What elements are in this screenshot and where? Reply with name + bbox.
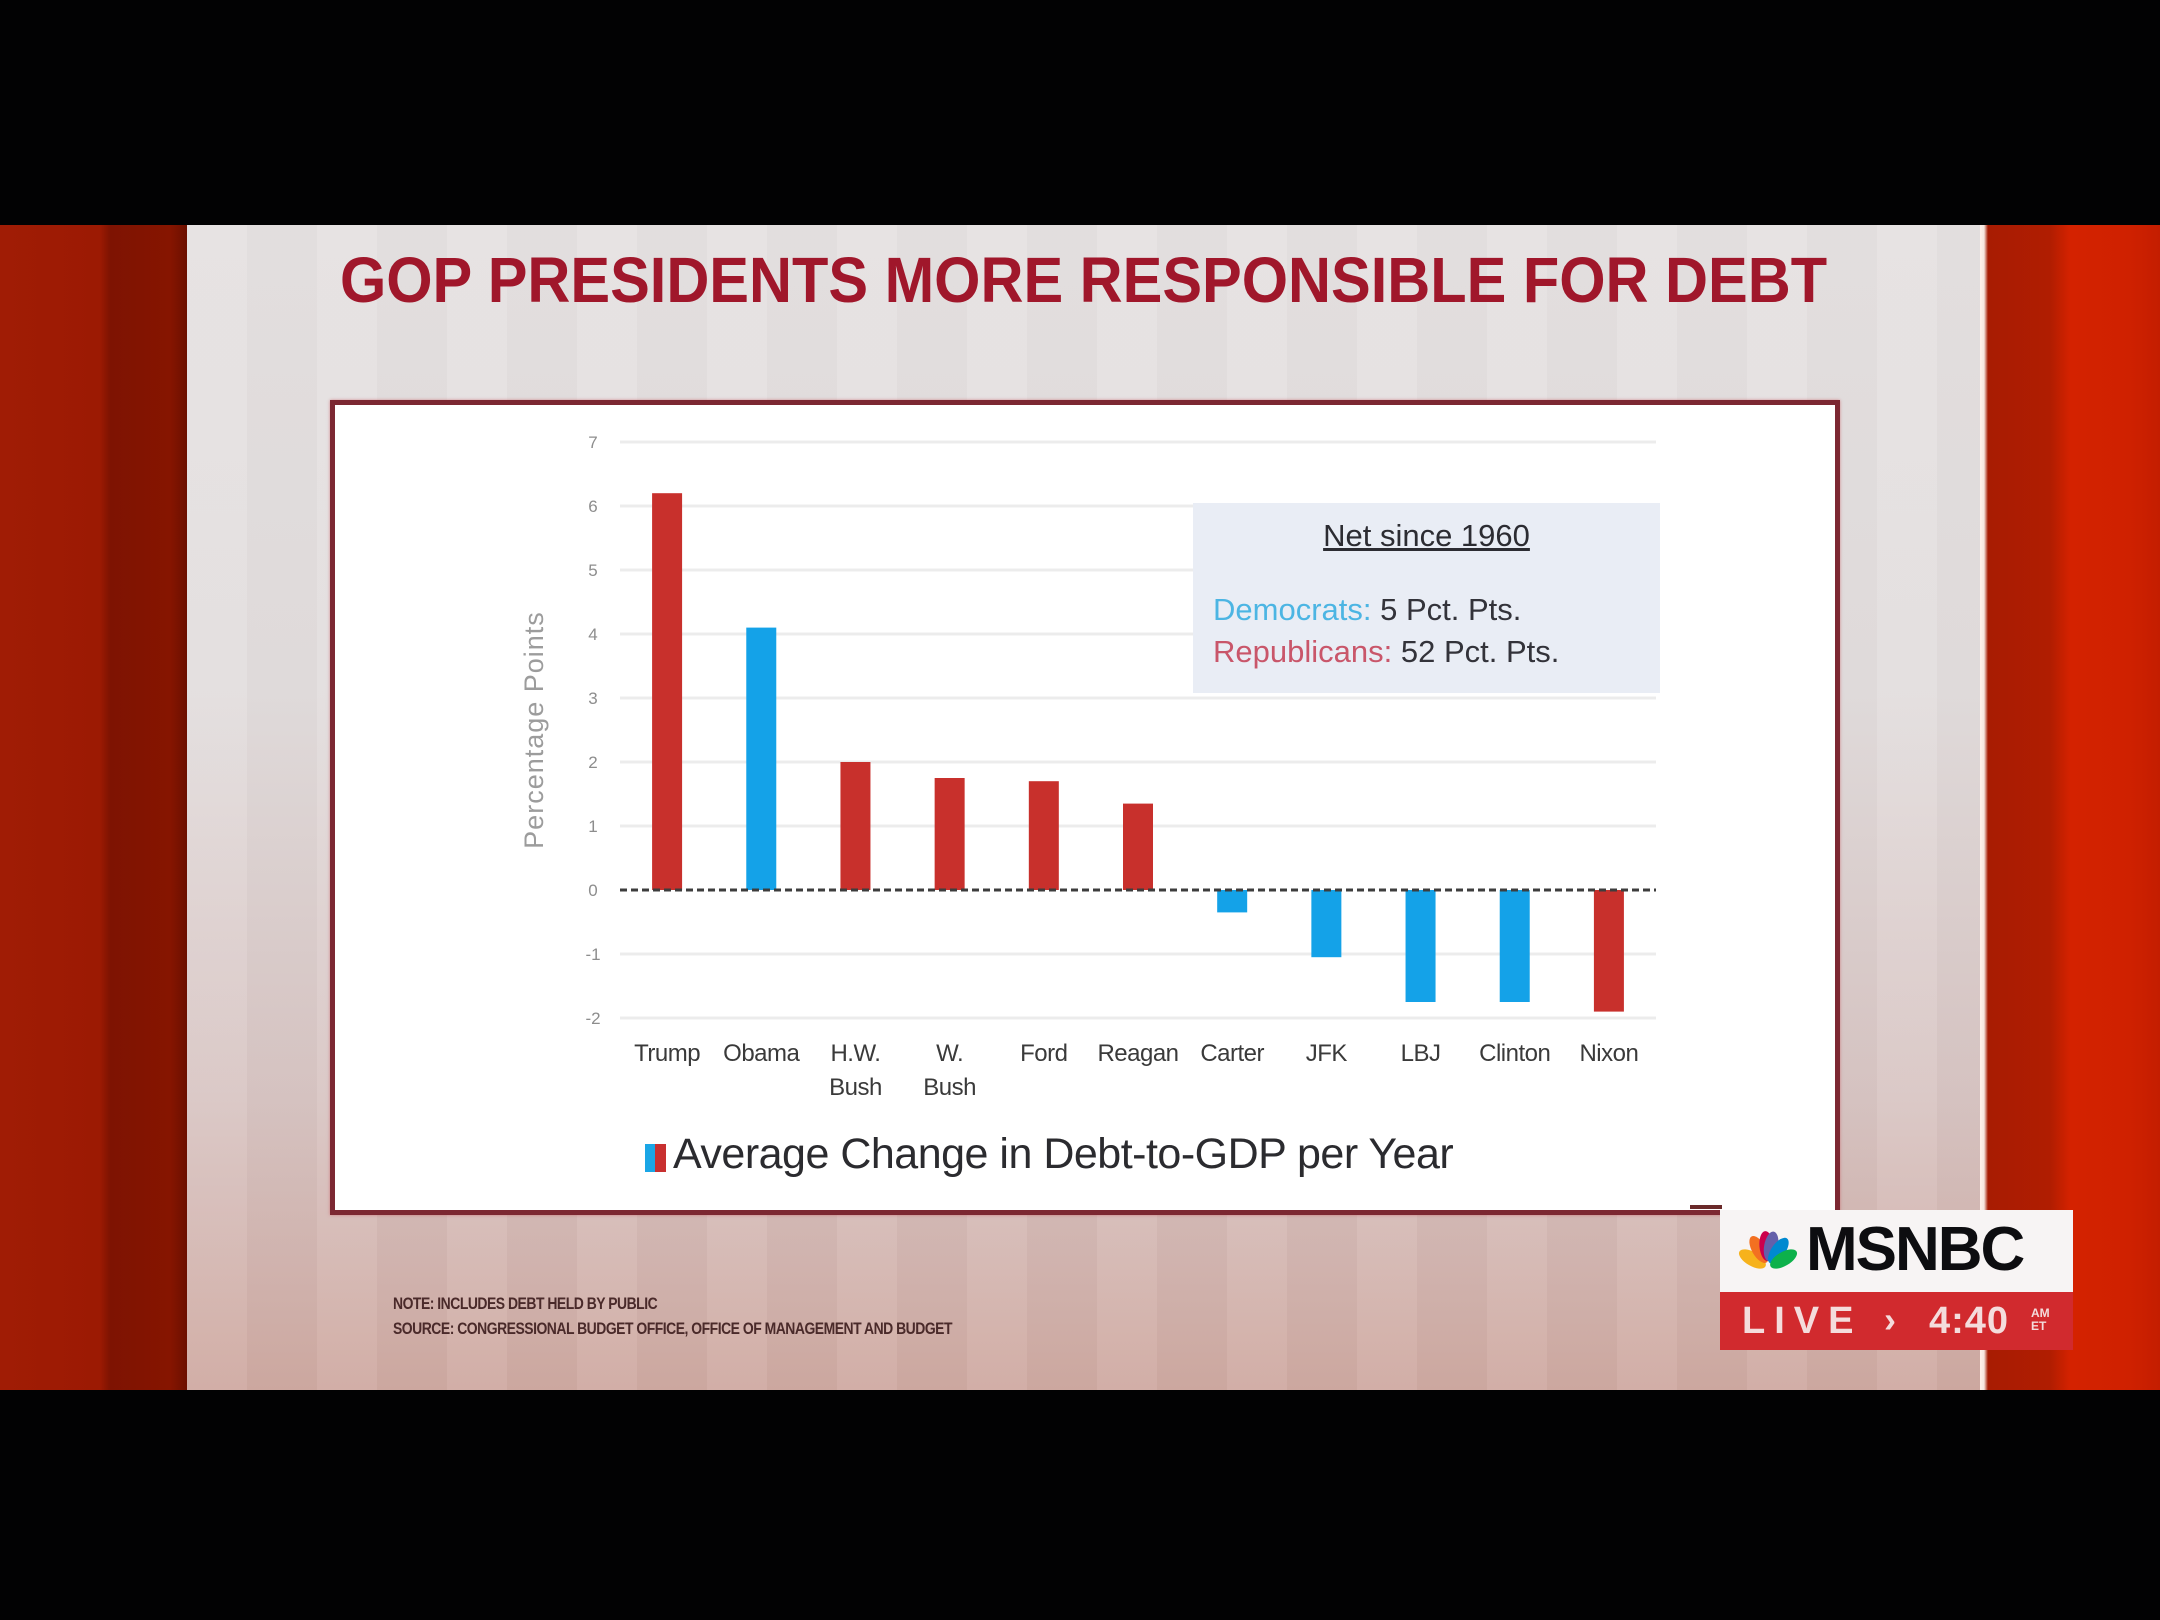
time-ampm: AM — [2031, 1306, 2050, 1320]
y-tick-labels: 7 6 5 4 3 2 1 0 -1 -2 — [585, 433, 600, 1028]
net-since-1960-box — [1193, 503, 1660, 693]
live-label: LIVE — [1742, 1300, 1863, 1342]
y-tick-label: 5 — [588, 561, 597, 580]
bar — [652, 493, 683, 890]
bar — [1311, 890, 1342, 958]
y-tick-label: -2 — [585, 1009, 600, 1028]
y-tick-label: -1 — [585, 945, 600, 964]
x-tick-label: JFK — [1306, 1040, 1348, 1067]
peacock-feather — [1767, 1237, 1789, 1264]
live-time: 4:40 — [1929, 1300, 2010, 1342]
x-tick-labels: Trump Obama H.W. Bush W. Bush Ford Reagan Carter… — [634, 1040, 1639, 1101]
x-tick-label: H.W. — [830, 1040, 880, 1067]
bar — [746, 627, 777, 890]
y-tick-label: 1 — [588, 817, 597, 836]
letterbox-bottom — [0, 1390, 2160, 1620]
x-tick-label: Bush — [923, 1074, 976, 1101]
chevron-right-icon: › — [1884, 1299, 1896, 1340]
peacock-feather — [1738, 1249, 1766, 1269]
x-tick-label: Reagan — [1097, 1040, 1178, 1067]
background-right-red — [1980, 225, 2160, 1390]
peacock-feather — [1770, 1249, 1798, 1269]
y-tick-label: 0 — [588, 881, 597, 900]
net-box-title: Net since 1960 — [1323, 518, 1530, 553]
time-zone: ET — [2031, 1319, 2047, 1333]
y-tick-label: 7 — [588, 433, 597, 452]
x-tick-label: W. — [936, 1040, 963, 1067]
y-axis-label: Percentage Points — [519, 611, 549, 849]
y-tick-label: 3 — [588, 689, 597, 708]
peacock-logo-icon — [1738, 1231, 1798, 1269]
bar — [1217, 890, 1248, 913]
live-time-suffix: AM ET — [2031, 1307, 2050, 1333]
bar — [1123, 803, 1153, 890]
net-party-democrats: Democrats: — [1213, 592, 1372, 627]
graphic-title: GOP PRESIDENTS MORE RESPONSIBLE FOR DEBT — [339, 244, 1828, 316]
live-bar — [1720, 1292, 2073, 1350]
y-tick-label: 6 — [588, 497, 597, 516]
network-name: MSNBC — [1806, 1215, 2025, 1284]
y-tick-label: 4 — [588, 625, 597, 644]
x-tick-label: Nixon — [1579, 1040, 1638, 1067]
bar — [1405, 890, 1436, 1002]
net-value-republicans: 52 Pct. Pts. — [1400, 634, 1560, 669]
bar — [1499, 890, 1530, 1002]
bar-chart: 7 6 5 4 3 2 1 0 -1 -2 Percentage Points Trump Obam… — [519, 433, 1656, 1101]
legend-swatch-republican — [655, 1144, 666, 1172]
net-party-republicans: Republicans: — [1213, 634, 1393, 669]
x-tick-label: Trump — [634, 1040, 700, 1067]
x-tick-label: Carter — [1200, 1040, 1264, 1067]
background-left-red — [0, 225, 187, 1390]
x-tick-label: Ford — [1020, 1040, 1067, 1067]
bar — [934, 778, 965, 890]
footnote-note: NOTE: INCLUDES DEBT HELD BY PUBLIC — [393, 1294, 658, 1313]
letterbox-top — [0, 0, 2160, 225]
x-tick-label: Bush — [829, 1074, 882, 1101]
legend-swatch-democrat — [645, 1144, 655, 1172]
footnote-source: SOURCE: CONGRESSIONAL BUDGET OFFICE, OFF… — [393, 1319, 953, 1338]
bar — [840, 762, 871, 890]
bar — [1593, 890, 1624, 1012]
bar — [1028, 781, 1059, 890]
net-row-republicans: Republicans: 52 Pct. Pts. — [1213, 634, 1559, 670]
gridlines — [620, 440, 1656, 1020]
legend-label: Average Change in Debt-to-GDP per Year — [673, 1130, 1454, 1178]
net-value-democrats: 5 Pct. Pts. — [1380, 592, 1522, 627]
x-tick-label: LBJ — [1401, 1040, 1441, 1067]
x-tick-label: Clinton — [1479, 1040, 1550, 1067]
bug-edge-line — [1690, 1205, 1722, 1209]
x-tick-label: Obama — [723, 1040, 800, 1067]
bars — [652, 493, 1624, 1012]
footnote: NOTE: INCLUDES DEBT HELD BY PUBLIC SOURC… — [393, 1291, 953, 1341]
y-tick-label: 2 — [588, 753, 597, 772]
net-row-democrats: Democrats: 5 Pct. Pts. — [1213, 592, 1521, 628]
